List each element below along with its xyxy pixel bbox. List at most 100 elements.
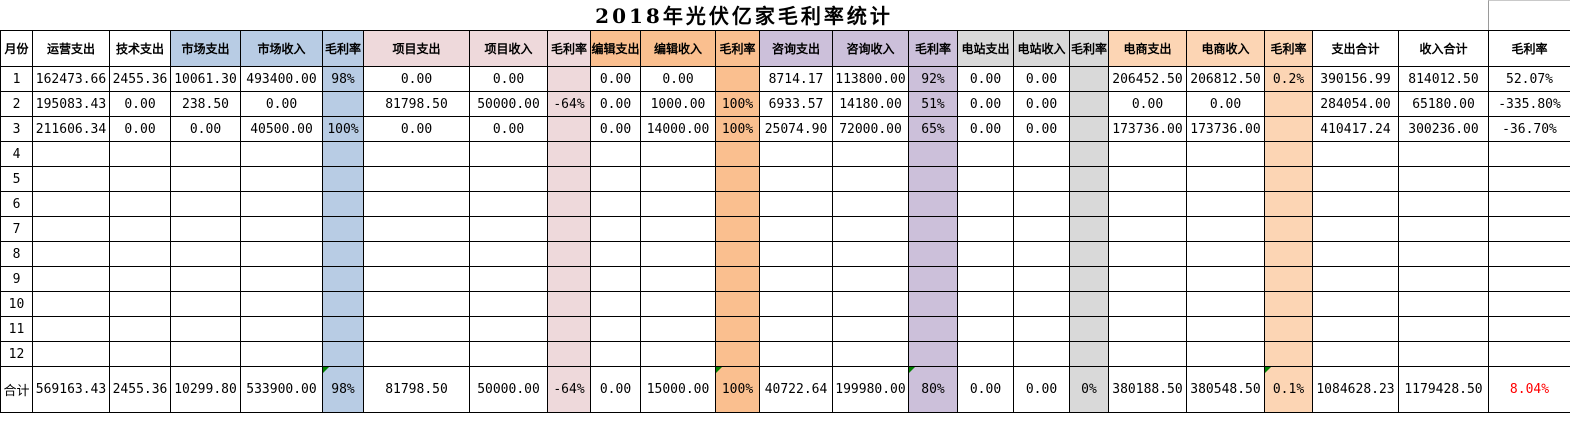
data-cell[interactable]: [590, 216, 641, 242]
data-cell[interactable]: [640, 316, 716, 342]
data-cell[interactable]: 50000.00: [469, 91, 548, 117]
data-cell[interactable]: [363, 341, 470, 367]
data-cell[interactable]: [1398, 341, 1489, 367]
header-cell[interactable]: 毛利率: [322, 30, 364, 67]
data-cell[interactable]: [908, 316, 958, 342]
data-cell[interactable]: 0.00: [590, 66, 641, 92]
data-cell[interactable]: [1398, 191, 1489, 217]
data-cell[interactable]: [547, 241, 591, 267]
data-cell[interactable]: 0.00: [957, 116, 1014, 142]
data-cell[interactable]: [240, 316, 323, 342]
data-cell[interactable]: [1398, 241, 1489, 267]
month-cell[interactable]: 5: [0, 166, 33, 192]
header-cell[interactable]: 咨询支出: [759, 30, 833, 67]
header-cell[interactable]: 电商收入: [1186, 30, 1265, 67]
data-cell[interactable]: [469, 241, 548, 267]
data-cell[interactable]: [322, 216, 364, 242]
data-cell[interactable]: [322, 341, 364, 367]
month-cell[interactable]: 7: [0, 216, 33, 242]
data-cell[interactable]: [908, 216, 958, 242]
data-cell[interactable]: [1264, 266, 1313, 292]
header-cell[interactable]: 毛利率: [1069, 30, 1109, 67]
data-cell[interactable]: [957, 266, 1014, 292]
data-cell[interactable]: [109, 216, 171, 242]
data-cell[interactable]: 100%: [322, 116, 364, 142]
data-cell[interactable]: 173736.00: [1108, 116, 1187, 142]
data-cell[interactable]: 0.00: [240, 91, 323, 117]
data-cell[interactable]: [363, 266, 470, 292]
data-cell[interactable]: 14180.00: [832, 91, 909, 117]
month-cell[interactable]: 3: [0, 116, 33, 142]
data-cell[interactable]: [322, 141, 364, 167]
data-cell[interactable]: [715, 191, 760, 217]
data-cell[interactable]: [109, 266, 171, 292]
data-cell[interactable]: 0.00: [170, 116, 241, 142]
data-cell[interactable]: [1264, 341, 1313, 367]
data-cell[interactable]: [1488, 241, 1570, 267]
data-cell[interactable]: 1000.00: [640, 91, 716, 117]
data-cell[interactable]: [469, 191, 548, 217]
data-cell[interactable]: [957, 191, 1014, 217]
data-cell[interactable]: 0.00: [363, 116, 470, 142]
data-cell[interactable]: [759, 341, 833, 367]
data-cell[interactable]: [547, 341, 591, 367]
data-cell[interactable]: [1488, 316, 1570, 342]
header-cell[interactable]: 编辑支出: [590, 30, 641, 67]
month-cell[interactable]: 2: [0, 91, 33, 117]
data-cell[interactable]: [547, 216, 591, 242]
data-cell[interactable]: [32, 166, 110, 192]
data-cell[interactable]: [1312, 241, 1399, 267]
data-cell[interactable]: [32, 291, 110, 317]
data-cell[interactable]: [547, 141, 591, 167]
total-cell[interactable]: 10299.80: [170, 366, 241, 413]
data-cell[interactable]: [547, 116, 591, 142]
data-cell[interactable]: [1312, 141, 1399, 167]
data-cell[interactable]: 14000.00: [640, 116, 716, 142]
data-cell[interactable]: [1398, 266, 1489, 292]
data-cell[interactable]: [957, 166, 1014, 192]
data-cell[interactable]: [1488, 341, 1570, 367]
data-cell[interactable]: [715, 66, 760, 92]
data-cell[interactable]: [590, 291, 641, 317]
data-cell[interactable]: [1108, 316, 1187, 342]
total-cell[interactable]: 100%: [715, 366, 760, 413]
data-cell[interactable]: 238.50: [170, 91, 241, 117]
header-cell[interactable]: 咨询收入: [832, 30, 909, 67]
data-cell[interactable]: 0.00: [1108, 91, 1187, 117]
data-cell[interactable]: [957, 216, 1014, 242]
data-cell[interactable]: [469, 266, 548, 292]
data-cell[interactable]: [1108, 216, 1187, 242]
data-cell[interactable]: 206812.50: [1186, 66, 1265, 92]
data-cell[interactable]: [363, 216, 470, 242]
data-cell[interactable]: [759, 166, 833, 192]
data-cell[interactable]: 390156.99: [1312, 66, 1399, 92]
header-cell[interactable]: 项目支出: [363, 30, 470, 67]
data-cell[interactable]: [322, 166, 364, 192]
data-cell[interactable]: [759, 241, 833, 267]
data-cell[interactable]: [240, 216, 323, 242]
data-cell[interactable]: [1013, 266, 1070, 292]
total-cell[interactable]: 533900.00: [240, 366, 323, 413]
data-cell[interactable]: [1069, 341, 1109, 367]
data-cell[interactable]: 493400.00: [240, 66, 323, 92]
data-cell[interactable]: 65180.00: [1398, 91, 1489, 117]
header-cell[interactable]: 毛利率: [908, 30, 958, 67]
data-cell[interactable]: [1186, 266, 1265, 292]
header-cell[interactable]: 支出合计: [1312, 30, 1399, 67]
data-cell[interactable]: [715, 266, 760, 292]
header-cell[interactable]: 项目收入: [469, 30, 548, 67]
data-cell[interactable]: [547, 316, 591, 342]
data-cell[interactable]: 65%: [908, 116, 958, 142]
data-cell[interactable]: [1488, 266, 1570, 292]
data-cell[interactable]: [640, 241, 716, 267]
data-cell[interactable]: [640, 166, 716, 192]
data-cell[interactable]: [908, 166, 958, 192]
data-cell[interactable]: [240, 291, 323, 317]
total-cell[interactable]: 98%: [322, 366, 364, 413]
data-cell[interactable]: [759, 316, 833, 342]
data-cell[interactable]: 0.00: [640, 66, 716, 92]
header-cell[interactable]: 市场收入: [240, 30, 323, 67]
data-cell[interactable]: [547, 66, 591, 92]
data-cell[interactable]: [1186, 241, 1265, 267]
data-cell[interactable]: 0.00: [1013, 116, 1070, 142]
